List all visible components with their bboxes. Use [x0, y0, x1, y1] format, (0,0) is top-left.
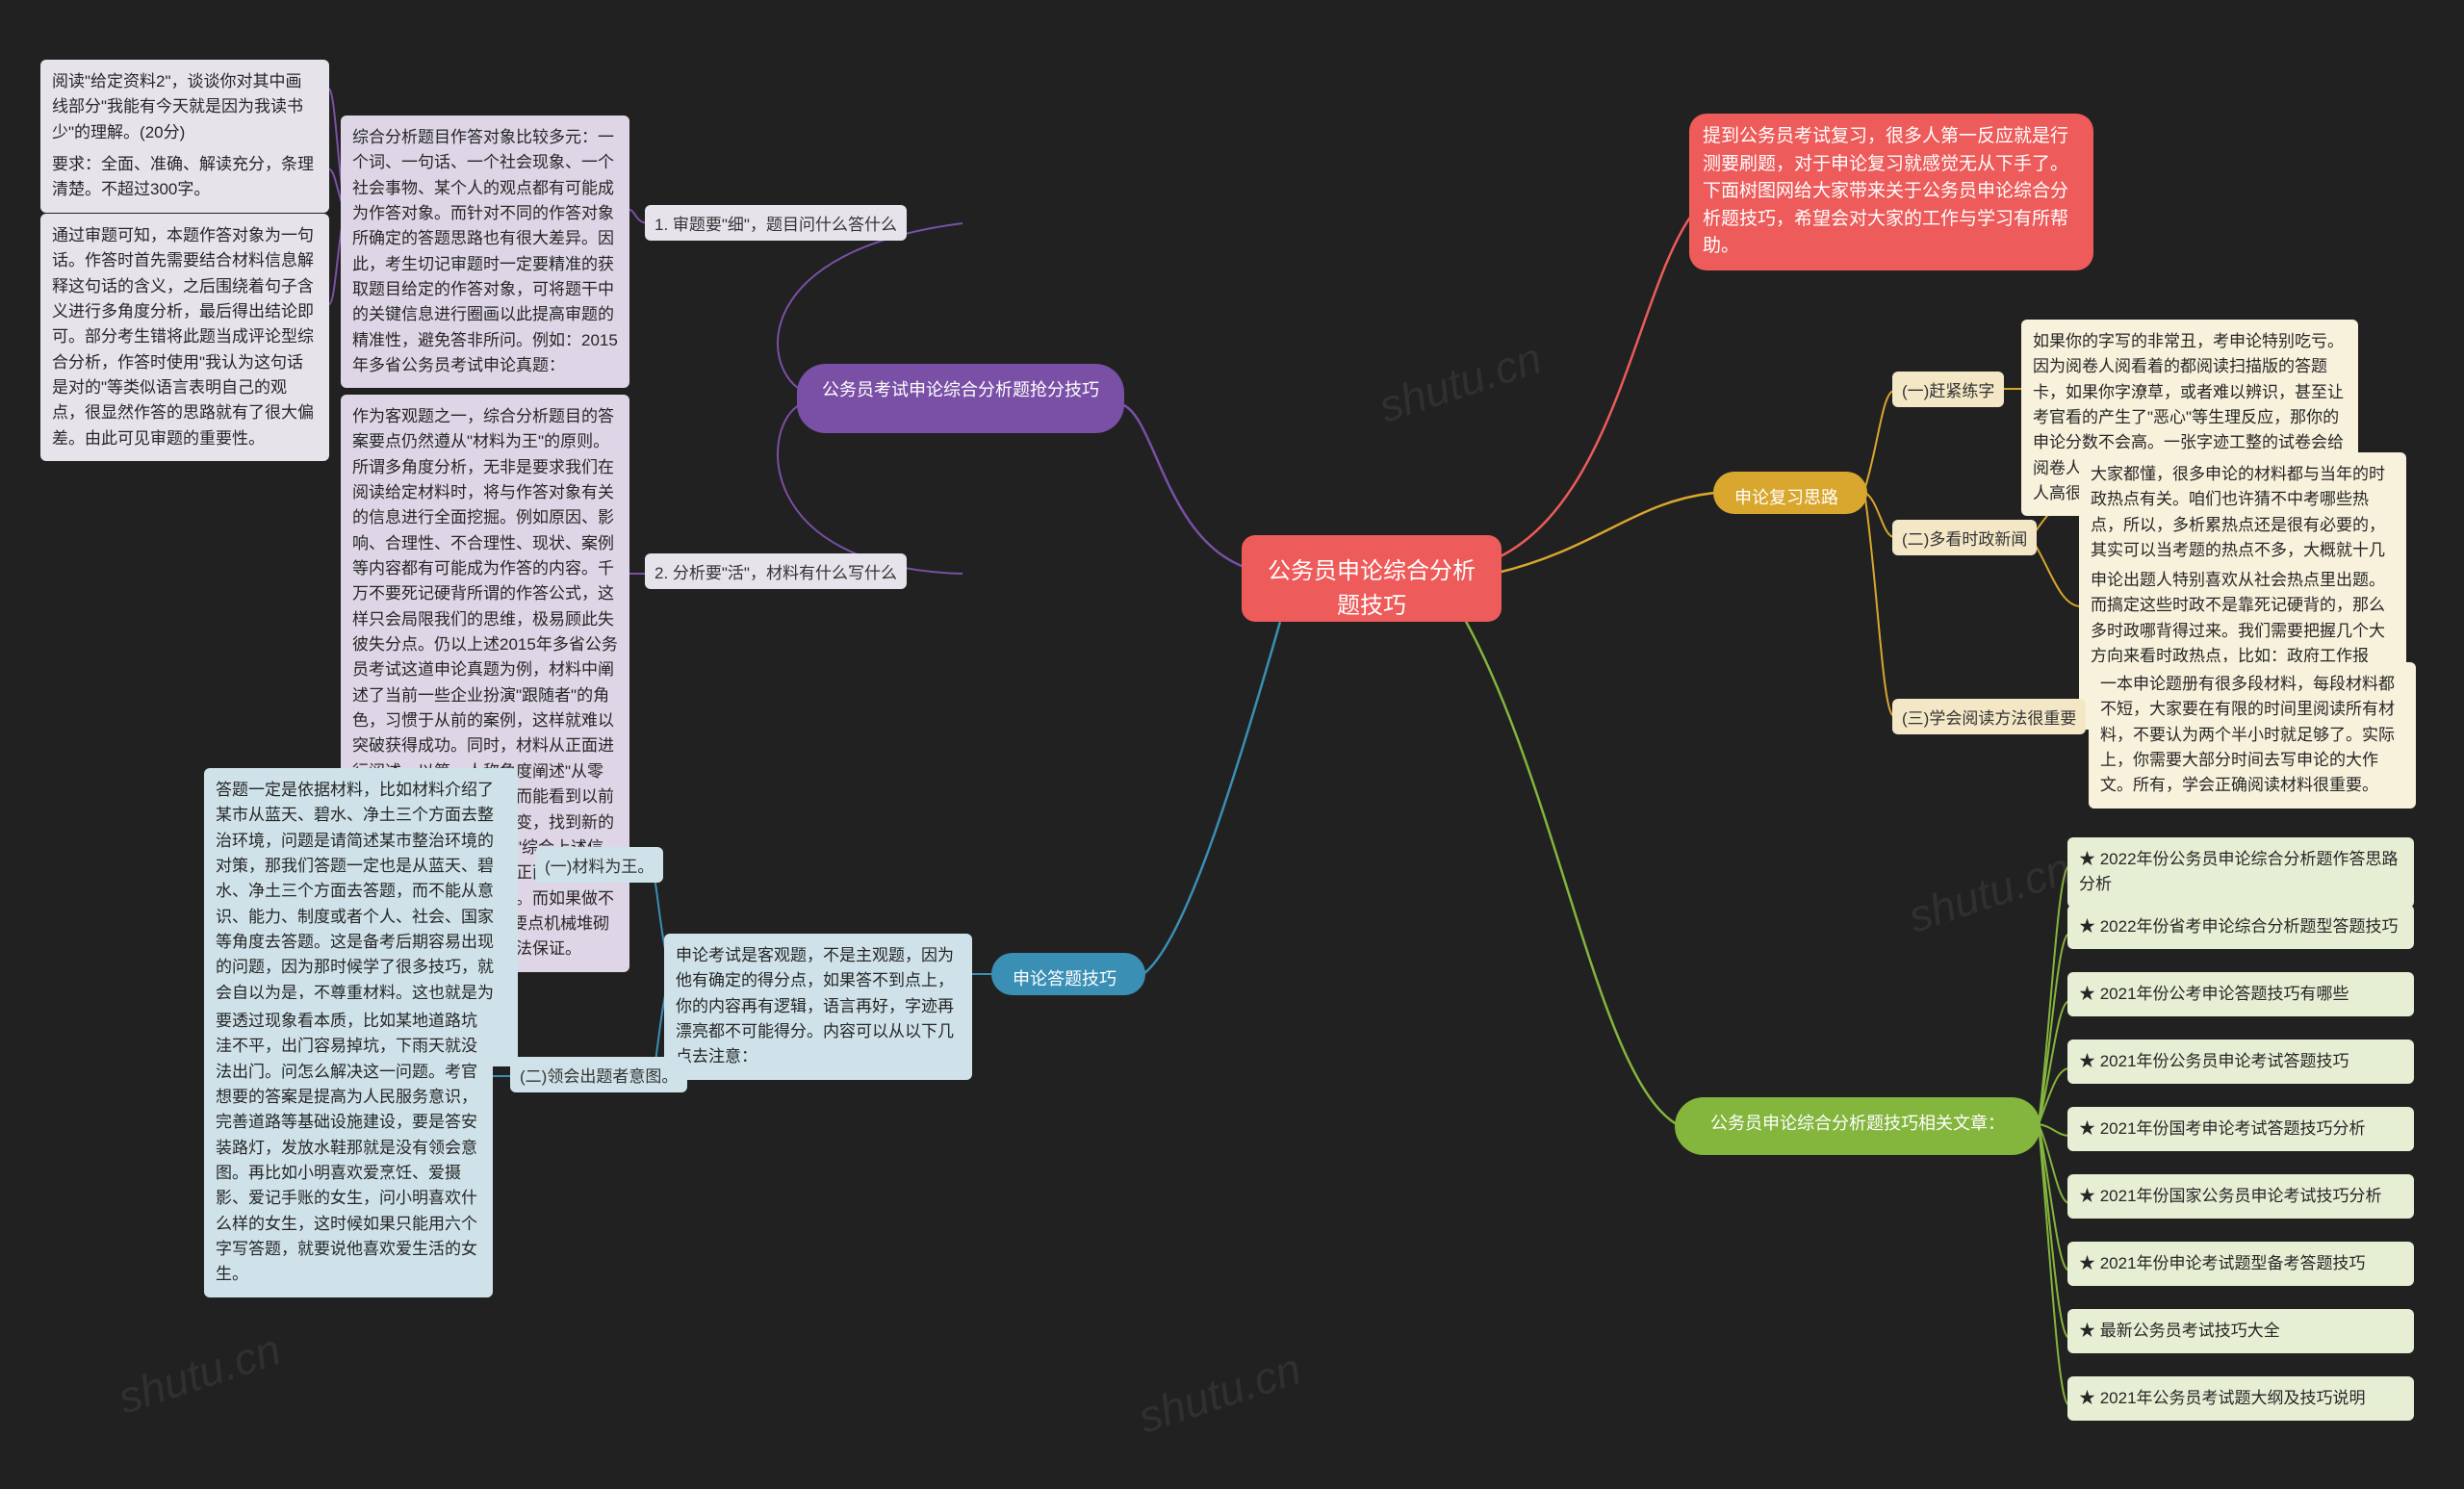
center-node[interactable]: 公务员申论综合分析题技巧: [1242, 535, 1502, 622]
green-list-item-4[interactable]: ★ 2021年份国考申论考试答题技巧分析: [2067, 1107, 2414, 1151]
branch-blue-label: 申论答题技巧: [1013, 969, 1116, 988]
blue-item-label-0[interactable]: (一)材料为王。: [535, 847, 663, 883]
watermark: shutu.cn: [1132, 1342, 1307, 1443]
blue-item-label-1[interactable]: (二)领会出题者意图。: [510, 1057, 687, 1092]
branch-purple-label: 公务员考试申论综合分析题抢分技巧: [822, 380, 1099, 399]
green-list-item-7[interactable]: ★ 最新公务员考试技巧大全: [2067, 1309, 2414, 1353]
branch-yellow[interactable]: 申论复习思路: [1713, 472, 1867, 514]
green-list-item-3[interactable]: ★ 2021年份公务员申论考试答题技巧: [2067, 1040, 2414, 1084]
purple-item-num-1[interactable]: 2. 分析要"活"，材料有什么写什么: [645, 553, 907, 589]
blue-main-text: 申论考试是客观题，不是主观题，因为他有确定的得分点，如果答不到点上，你的内容再有…: [664, 934, 972, 1080]
branch-green-label: 公务员申论综合分析题技巧相关文章：: [1710, 1114, 2005, 1133]
purple-extra-0-0: 阅读"给定资料2"，谈谈你对其中画线部分"我能有今天就是因为我读书少"的理解。(…: [40, 60, 329, 155]
intro-text: 提到公务员考试复习，很多人第一反应就是行测要刷题，对于申论复习就感觉无从下手了。…: [1703, 126, 2068, 256]
green-list-item-5[interactable]: ★ 2021年份国家公务员申论考试技巧分析: [2067, 1174, 2414, 1219]
yellow-item-label-0[interactable]: (一)赶紧练字: [1892, 372, 2004, 407]
green-list-item-6[interactable]: ★ 2021年份申论考试题型备考答题技巧: [2067, 1242, 2414, 1286]
purple-item-body-0: 综合分析题目作答对象比较多元：一个词、一句话、一个社会现象、一个社会事物、某个人…: [341, 116, 629, 388]
branch-yellow-label: 申论复习思路: [1734, 488, 1838, 507]
purple-extra-0-1: 要求：全面、准确、解读充分，条理清楚。不超过300字。: [40, 142, 329, 213]
branch-blue[interactable]: 申论答题技巧: [991, 953, 1145, 995]
purple-item-num-0[interactable]: 1. 审题要"细"，题目问什么答什么: [645, 205, 907, 241]
green-list-item-2[interactable]: ★ 2021年份公考申论答题技巧有哪些: [2067, 972, 2414, 1016]
green-list-item-8[interactable]: ★ 2021年公务员考试题大纲及技巧说明: [2067, 1376, 2414, 1421]
blue-item-body-1: 要透过现象看本质，比如某地道路坑洼不平，出门容易掉坑，下雨天就没法出门。问怎么解…: [204, 999, 493, 1297]
blue-main-text-content: 申论考试是客观题，不是主观题，因为他有确定的得分点，如果答不到点上，你的内容再有…: [676, 946, 954, 1065]
watermark: shutu.cn: [1902, 841, 2077, 942]
watermark: shutu.cn: [112, 1322, 287, 1424]
yellow-item-label-1[interactable]: (二)多看时政新闻: [1892, 520, 2037, 555]
purple-extra-0-2: 通过审题可知，本题作答对象为一句话。作答时首先需要结合材料信息解释这句话的含义，…: [40, 214, 329, 461]
center-label: 公务员申论综合分析题技巧: [1268, 558, 1476, 619]
yellow-item-body-2: 一本申论题册有很多段材料，每段材料都不短，大家要在有限的时间里阅读所有材料，不要…: [2089, 662, 2416, 809]
intro-node[interactable]: 提到公务员考试复习，很多人第一反应就是行测要刷题，对于申论复习就感觉无从下手了。…: [1689, 114, 2093, 270]
yellow-item-label-2[interactable]: (三)学会阅读方法很重要: [1892, 699, 2086, 734]
branch-purple[interactable]: 公务员考试申论综合分析题抢分技巧: [797, 364, 1124, 433]
branch-green[interactable]: 公务员申论综合分析题技巧相关文章：: [1675, 1097, 2040, 1155]
watermark: shutu.cn: [1373, 331, 1548, 432]
green-list-item-0[interactable]: ★ 2022年份公务员申论综合分析题作答思路分析: [2067, 837, 2414, 908]
green-list-item-1[interactable]: ★ 2022年份省考申论综合分析题型答题技巧: [2067, 905, 2414, 949]
